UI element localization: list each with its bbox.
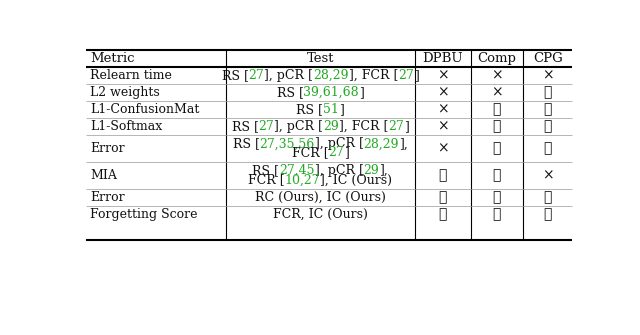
Text: Comp: Comp (477, 52, 516, 65)
Text: 51: 51 (323, 103, 339, 116)
Text: RS [: RS [ (232, 137, 259, 150)
Text: ], pCR [: ], pCR [ (264, 69, 313, 82)
Text: 29: 29 (323, 120, 339, 133)
Text: L1-ConfusionMat: L1-ConfusionMat (90, 103, 200, 116)
Text: ✓: ✓ (543, 207, 552, 221)
Text: ], pCR [: ], pCR [ (315, 137, 364, 150)
Text: ],: ], (380, 164, 388, 177)
Text: ✓: ✓ (543, 85, 552, 99)
Text: RS [: RS [ (221, 69, 248, 82)
Text: ✓: ✓ (438, 190, 447, 204)
Text: FCR [: FCR [ (292, 146, 328, 159)
Text: ], pCR [: ], pCR [ (275, 120, 323, 133)
Text: Relearn time: Relearn time (90, 69, 172, 82)
Text: ✓: ✓ (543, 103, 552, 117)
Text: ✓: ✓ (543, 120, 552, 133)
Text: 27: 27 (328, 146, 344, 159)
Text: 27,45: 27,45 (279, 164, 315, 177)
Text: ✓: ✓ (543, 190, 552, 204)
Text: ], FCR [: ], FCR [ (339, 120, 388, 133)
Text: ✓: ✓ (493, 207, 501, 221)
Text: ]: ] (344, 146, 349, 159)
Text: ✓: ✓ (493, 190, 501, 204)
Text: ×: × (542, 168, 554, 182)
Text: ✓: ✓ (493, 120, 501, 133)
Text: ]: ] (404, 120, 409, 133)
Text: ],: ], (399, 137, 408, 150)
Text: ×: × (437, 103, 449, 117)
Text: 27: 27 (398, 69, 414, 82)
Text: ×: × (542, 69, 554, 83)
Text: ]: ] (339, 103, 344, 116)
Text: RS [: RS [ (296, 103, 323, 116)
Text: 10,27: 10,27 (285, 174, 321, 186)
Text: ], pCR [: ], pCR [ (315, 164, 364, 177)
Text: ✓: ✓ (543, 141, 552, 155)
Text: CPG: CPG (533, 52, 563, 65)
Text: ]: ] (359, 86, 364, 99)
Text: 28,29: 28,29 (364, 137, 399, 150)
Text: ✓: ✓ (493, 168, 501, 182)
Text: ✓: ✓ (438, 168, 447, 182)
Text: RS [: RS [ (276, 86, 303, 99)
Text: 29: 29 (364, 164, 380, 177)
Text: Test: Test (307, 52, 334, 65)
Text: ×: × (437, 69, 449, 83)
Text: 27: 27 (259, 120, 275, 133)
Text: RS [: RS [ (232, 120, 259, 133)
Text: ], FCR [: ], FCR [ (349, 69, 398, 82)
Text: 27,35,56: 27,35,56 (259, 137, 315, 150)
Text: ×: × (491, 85, 503, 99)
Text: FCR, IC (Ours): FCR, IC (Ours) (273, 208, 368, 221)
Text: L2 weights: L2 weights (90, 86, 160, 99)
Text: ×: × (491, 69, 503, 83)
Text: Forgetting Score: Forgetting Score (90, 208, 198, 221)
Text: Error: Error (90, 142, 125, 155)
Text: 28,29: 28,29 (313, 69, 349, 82)
Text: ✓: ✓ (438, 207, 447, 221)
Text: Metric: Metric (90, 52, 134, 65)
Text: RS [: RS [ (252, 164, 279, 177)
Text: MIA: MIA (90, 169, 117, 182)
Text: 39,61,68: 39,61,68 (303, 86, 359, 99)
Text: DPBU: DPBU (422, 52, 463, 65)
Text: Error: Error (90, 191, 125, 204)
Text: ×: × (437, 141, 449, 155)
Text: ], IC (Ours): ], IC (Ours) (321, 174, 392, 186)
Text: 27: 27 (388, 120, 404, 133)
Text: RC (Ours), IC (Ours): RC (Ours), IC (Ours) (255, 191, 386, 204)
Text: L1-Softmax: L1-Softmax (90, 120, 163, 133)
Text: ]: ] (414, 69, 419, 82)
Text: 27: 27 (248, 69, 264, 82)
Text: ×: × (437, 120, 449, 133)
Text: FCR [: FCR [ (248, 174, 285, 186)
Text: ✓: ✓ (493, 103, 501, 117)
Text: ✓: ✓ (493, 141, 501, 155)
Text: ×: × (437, 85, 449, 99)
